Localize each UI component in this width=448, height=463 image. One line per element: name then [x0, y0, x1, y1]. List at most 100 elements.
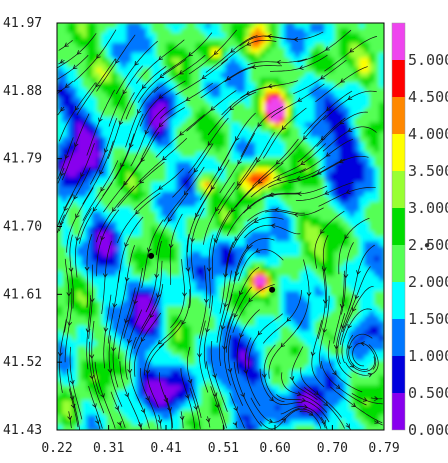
heatmap-cell — [359, 251, 365, 257]
heatmap-cell — [180, 291, 187, 297]
heatmap-cell — [289, 221, 296, 228]
heatmap-cell — [210, 380, 217, 387]
heatmap-cell — [245, 157, 251, 163]
heatmap-cell — [175, 23, 182, 29]
heatmap-cell — [136, 241, 142, 248]
heatmap-cell — [170, 142, 177, 148]
heatmap-cell — [314, 310, 321, 317]
heatmap-cell — [225, 295, 232, 302]
heatmap-cell — [240, 52, 246, 59]
heatmap-cell — [76, 305, 83, 312]
heatmap-cell — [319, 271, 326, 277]
heatmap-cell — [369, 67, 375, 74]
heatmap-cell — [270, 345, 276, 352]
heatmap-cell — [289, 231, 296, 238]
heatmap-cell — [136, 132, 142, 138]
heatmap-cell — [374, 320, 380, 327]
heatmap-cell — [245, 350, 251, 357]
heatmap-cell — [175, 67, 182, 74]
heatmap-cell — [324, 171, 331, 178]
heatmap-cell — [175, 72, 182, 79]
heatmap-cell — [131, 137, 137, 143]
heatmap-cell — [235, 112, 242, 118]
heatmap-cell — [71, 266, 78, 272]
heatmap-cell — [121, 360, 128, 367]
heatmap-cell — [245, 47, 251, 54]
heatmap-cell — [379, 365, 384, 372]
heatmap-cell — [190, 137, 197, 143]
heatmap-cell — [354, 320, 360, 327]
heatmap-cell — [210, 127, 217, 133]
heatmap-cell — [379, 132, 384, 138]
heatmap-cell — [66, 355, 73, 362]
heatmap-cell — [66, 350, 73, 357]
heatmap-cell — [374, 122, 380, 128]
heatmap-cell — [190, 315, 197, 322]
heatmap-cell — [131, 231, 137, 238]
heatmap-cell — [359, 236, 365, 243]
heatmap-cell — [66, 32, 73, 39]
heatmap-cell — [354, 330, 360, 337]
heatmap-cell — [265, 127, 271, 133]
heatmap-cell — [161, 315, 167, 322]
heatmap-cell — [86, 271, 93, 277]
heatmap-cell — [294, 57, 301, 64]
heatmap-cell — [126, 127, 133, 133]
heatmap-cell — [299, 191, 306, 198]
heatmap-cell — [205, 196, 212, 203]
heatmap-cell — [101, 57, 108, 64]
heatmap-cell — [235, 117, 242, 123]
heatmap-cell — [275, 97, 281, 104]
heatmap-cell — [66, 226, 73, 233]
heatmap-cell — [265, 186, 271, 193]
heatmap-cell — [289, 305, 296, 312]
heatmap-cell — [299, 171, 306, 178]
heatmap-cell — [91, 72, 98, 79]
heatmap-cell — [369, 320, 375, 327]
heatmap-cell — [369, 231, 375, 238]
heatmap-cell — [215, 191, 222, 198]
heatmap-cell — [136, 315, 142, 322]
heatmap-cell — [299, 241, 306, 248]
heatmap-cell — [86, 370, 93, 377]
heatmap-cell — [81, 92, 88, 99]
heatmap-cell — [294, 42, 301, 49]
heatmap-cell — [379, 266, 384, 272]
heatmap-cell — [279, 350, 286, 357]
heatmap-cell — [91, 157, 98, 163]
heatmap-cell — [205, 385, 212, 391]
heatmap-cell — [61, 360, 68, 367]
heatmap-cell — [175, 42, 182, 49]
heatmap-cell — [156, 320, 162, 327]
heatmap-cell — [166, 390, 172, 396]
heatmap-cell — [180, 32, 187, 39]
heatmap-cell — [81, 261, 88, 267]
heatmap-cell — [354, 226, 360, 233]
heatmap-cell — [359, 171, 365, 178]
heatmap-cell — [319, 256, 326, 262]
heatmap-cell — [175, 52, 182, 59]
heatmap-cell — [175, 142, 182, 148]
heatmap-cell — [151, 350, 157, 357]
heatmap-cell — [240, 276, 246, 282]
heatmap-cell — [289, 137, 296, 143]
heatmap-cell — [175, 87, 182, 94]
heatmap-cell — [324, 315, 331, 322]
heatmap-cell — [374, 72, 380, 79]
heatmap-cell — [379, 315, 384, 322]
heatmap-cell — [200, 152, 207, 158]
heatmap-cell — [195, 395, 202, 401]
heatmap-cell — [314, 52, 321, 59]
heatmap-cell — [265, 77, 271, 84]
heatmap-cell — [121, 117, 128, 123]
heatmap-cell — [91, 201, 98, 208]
heatmap-cell — [220, 300, 227, 307]
heatmap-cell — [156, 166, 162, 173]
heatmap-cell — [185, 320, 192, 327]
heatmap-cell — [141, 375, 147, 382]
heatmap-cell — [309, 295, 316, 302]
heatmap-cell — [96, 226, 103, 233]
heatmap-cell — [61, 97, 68, 104]
heatmap-cell — [270, 335, 276, 342]
heatmap-cell — [270, 117, 276, 123]
